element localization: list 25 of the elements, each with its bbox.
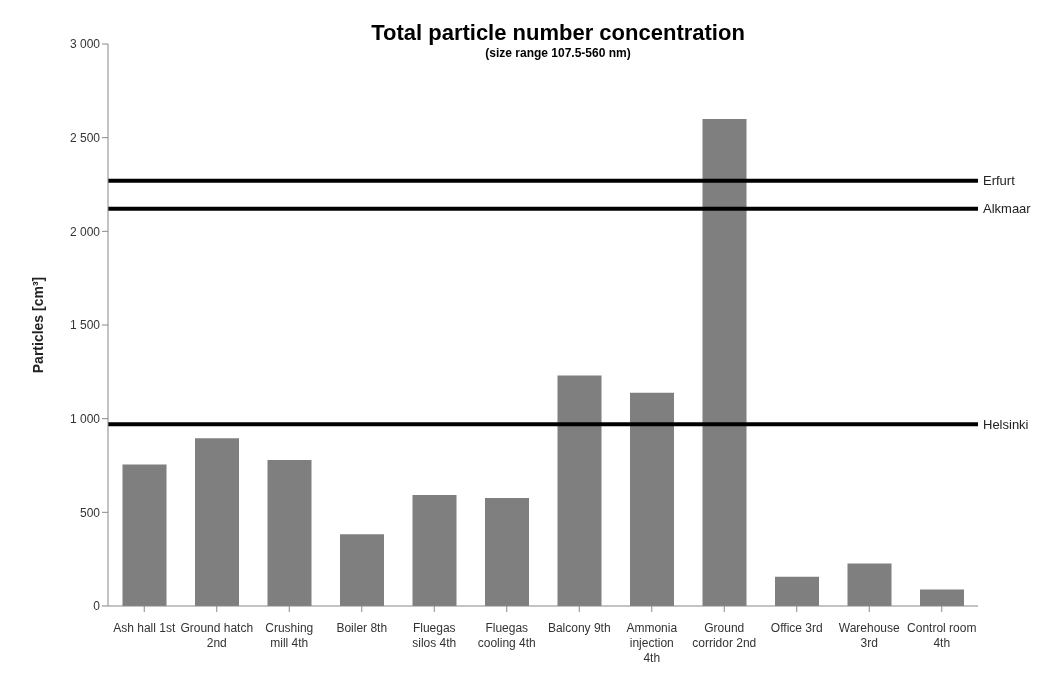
- x-tick-label: Crushing mill 4th: [265, 621, 314, 650]
- x-tick-label: Ammonia injection 4th: [626, 621, 678, 665]
- chart-title: Total particle number concentration: [371, 20, 745, 45]
- chart-subtitle: (size range 107.5-560 nm): [485, 46, 631, 60]
- x-tick-label: Control room 4th: [907, 621, 977, 650]
- x-tick-label: Boiler 8th: [336, 621, 388, 635]
- y-tick-label: 3 000: [69, 37, 101, 52]
- ref-line-label: Helsinki: [983, 416, 1029, 432]
- y-tick-label: 2 000: [69, 224, 101, 239]
- y-tick-label: 500: [79, 505, 101, 520]
- x-tick-label: Warehouse 3rd: [838, 621, 901, 650]
- ref-line-label: Alkmaar: [983, 201, 1032, 217]
- x-tick-label: Fluegas silos 4th: [412, 621, 457, 650]
- x-tick-label: Fluegas cooling 4th: [477, 621, 536, 650]
- y-tick-label: 0: [93, 599, 101, 614]
- y-tick-label: 1 500: [69, 318, 101, 333]
- x-tick-label: Ash hall 1st: [113, 621, 176, 635]
- x-tick-label: Office 3rd: [770, 621, 823, 635]
- ref-line-label: Erfurt: [983, 173, 1016, 189]
- y-tick-label: 1 000: [69, 411, 101, 426]
- x-tick-label: Ground hatch 2nd: [180, 621, 254, 650]
- y-tick-label: 2 500: [69, 130, 101, 145]
- x-tick-label: Balcony 9th: [547, 621, 611, 635]
- x-tick-label: Ground corridor 2nd: [692, 621, 757, 650]
- y-axis-title: Particles [cm³]: [29, 276, 46, 374]
